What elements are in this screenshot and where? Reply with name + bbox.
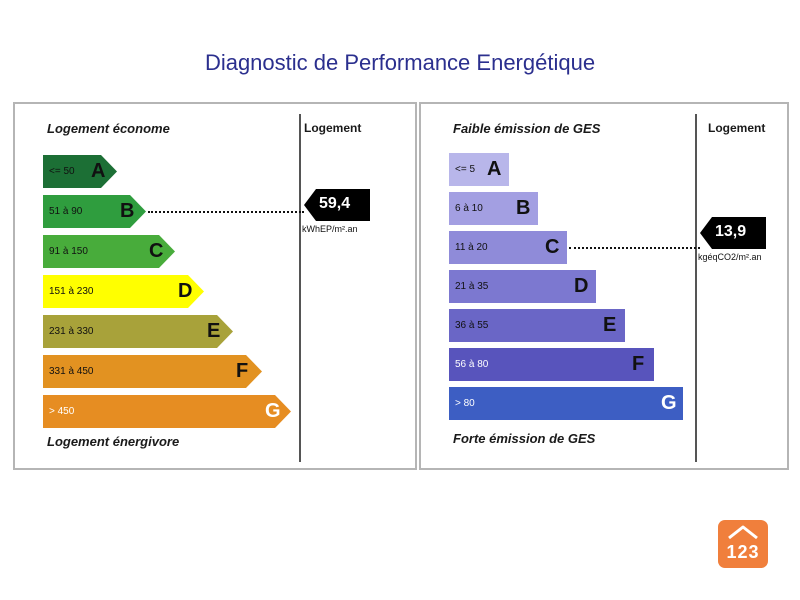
band-dpe-b: 51 à 90 B	[43, 195, 146, 228]
band-range-label: 331 à 450	[49, 366, 94, 377]
band-shape	[43, 275, 204, 308]
band-letter: D	[574, 275, 589, 297]
ges-value: 13,9	[715, 223, 747, 240]
band-letter: G	[661, 392, 677, 414]
band-letter: B	[516, 197, 531, 219]
band-range-label: <= 5	[455, 164, 476, 175]
band-ges-c: 11 à 20 C	[449, 231, 567, 264]
band-range-label: > 80	[455, 398, 475, 409]
ges-panel: Faible émission de GES Logement <= 5 A 6 à…	[419, 102, 789, 470]
band-shape	[43, 155, 117, 188]
dpe-top-label: Logement économe	[47, 121, 170, 136]
band-letter: G	[265, 400, 281, 422]
band-shape	[449, 192, 538, 225]
dpe-value: 59,4	[319, 195, 351, 212]
band-letter: E	[207, 320, 221, 342]
band-ges-b: 6 à 10 B	[449, 192, 538, 225]
band-shape	[449, 153, 509, 186]
band-letter: F	[632, 353, 645, 375]
band-range-label: > 450	[49, 406, 75, 417]
band-ges-g: > 80 G	[449, 387, 683, 420]
dpe-unit: kWhEP/m².an	[302, 224, 358, 234]
band-range-label: 151 à 230	[49, 286, 94, 297]
band-ges-a: <= 5 A	[449, 153, 509, 186]
marker-arrow-shape	[700, 217, 766, 249]
band-dpe-f: 331 à 450 F	[43, 355, 262, 388]
band-ges-e: 36 à 55 E	[449, 309, 625, 342]
ges-column-header: Logement	[708, 121, 766, 135]
band-shape	[449, 348, 654, 381]
band-letter: D	[178, 280, 193, 302]
ges-leader-line	[569, 247, 700, 249]
band-range-label: 6 à 10	[455, 203, 483, 214]
band-shape	[449, 387, 683, 420]
band-shape	[43, 195, 146, 228]
ges-value-marker: 13,9	[700, 217, 766, 249]
band-range-label: 51 à 90	[49, 206, 83, 217]
band-letter: F	[236, 360, 249, 382]
band-range-label: 36 à 55	[455, 320, 489, 331]
band-shape	[449, 309, 625, 342]
band-shape	[43, 315, 233, 348]
ges-bottom-label: Forte émission de GES	[453, 431, 596, 446]
page-title: Diagnostic de Performance Energétique	[204, 50, 596, 75]
band-letter: C	[149, 240, 164, 262]
band-dpe-c: 91 à 150 C	[43, 235, 175, 268]
dpe-bottom-label: Logement énergivore	[47, 434, 180, 449]
band-range-label: 231 à 330	[49, 326, 94, 337]
band-range-label: 56 à 80	[455, 359, 489, 370]
band-range-label: <= 50	[49, 166, 75, 177]
ges-top-label: Faible émission de GES	[453, 121, 601, 136]
band-shape	[43, 235, 175, 268]
brand-logo: 123	[718, 520, 768, 568]
band-letter: A	[487, 158, 502, 180]
band-dpe-e: 231 à 330 E	[43, 315, 233, 348]
band-range-label: 21 à 35	[455, 281, 489, 292]
band-dpe-g: > 450 G	[43, 395, 291, 428]
band-letter: A	[91, 160, 106, 182]
band-shape	[43, 355, 262, 388]
band-ges-d: 21 à 35 D	[449, 270, 596, 303]
band-dpe-d: 151 à 230 D	[43, 275, 204, 308]
brand-logo-text: 123	[726, 542, 760, 562]
marker-arrow-shape	[304, 189, 370, 221]
band-letter: B	[120, 200, 135, 222]
dpe-panel: Logement économe Logement <= 50 A 51 à 90 B…	[13, 102, 417, 470]
band-shape	[449, 270, 596, 303]
band-ges-f: 56 à 80 F	[449, 348, 654, 381]
band-shape	[43, 395, 291, 428]
ges-divider	[695, 114, 697, 462]
dpe-leader-line	[148, 211, 304, 213]
band-shape	[449, 231, 567, 264]
band-range-label: 11 à 20	[455, 242, 488, 253]
dpe-column-header: Logement	[304, 121, 362, 135]
dpe-value-marker: 59,4	[304, 189, 370, 221]
band-letter: C	[545, 236, 560, 258]
band-letter: E	[603, 314, 617, 336]
house-roof-icon	[728, 525, 758, 540]
dpe-divider	[299, 114, 301, 462]
band-range-label: 91 à 150	[49, 246, 88, 257]
ges-unit: kgéqCO2/m².an	[698, 252, 762, 262]
band-dpe-a: <= 50 A	[43, 155, 117, 188]
